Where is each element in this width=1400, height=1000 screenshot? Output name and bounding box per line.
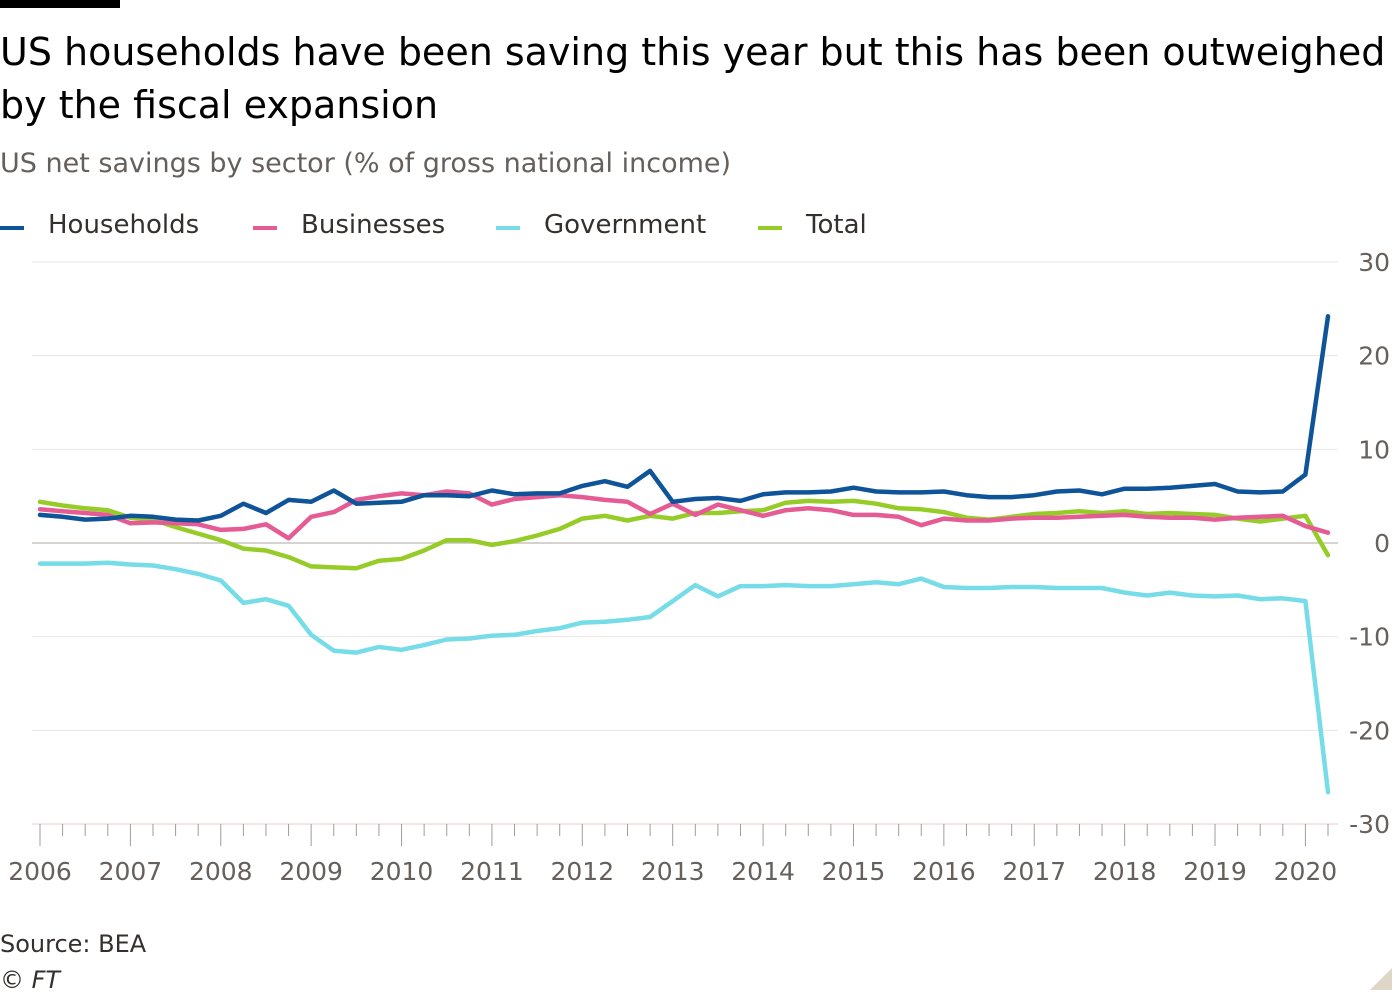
x-tick-label: 2013 xyxy=(641,857,705,886)
x-tick-label: 2008 xyxy=(189,857,253,886)
legend-label: Households xyxy=(48,210,200,240)
source-note: Source: BEA xyxy=(0,930,147,958)
x-tick-label: 2020 xyxy=(1274,857,1338,886)
x-tick-label: 2015 xyxy=(822,857,886,886)
x-tick-label: 2018 xyxy=(1093,857,1157,886)
brand-top-bar xyxy=(0,0,120,8)
x-tick-label: 2011 xyxy=(460,857,524,886)
x-tick-label: 2017 xyxy=(1002,857,1066,886)
series-line-businesses xyxy=(37,489,1331,541)
series-line-total xyxy=(37,498,1331,571)
y-tick-label: -10 xyxy=(1349,623,1390,652)
y-tick-label: 10 xyxy=(1358,435,1390,464)
legend-swatch xyxy=(496,226,520,230)
x-tick-label: 2006 xyxy=(8,857,72,886)
x-tick-label: 2019 xyxy=(1183,857,1247,886)
y-tick-label: 30 xyxy=(1358,248,1390,277)
legend-swatch xyxy=(253,226,277,230)
legend-label: Government xyxy=(544,210,707,240)
legend-label: Businesses xyxy=(301,210,446,240)
x-tick-label: 2007 xyxy=(99,857,163,886)
x-tick-label: 2012 xyxy=(551,857,615,886)
series-line-households xyxy=(37,314,1331,523)
x-tick-label: 2010 xyxy=(370,857,434,886)
chart-title: US households have been saving this year… xyxy=(0,30,1386,127)
legend-swatch xyxy=(758,226,782,230)
legend-swatch xyxy=(0,226,24,230)
chart-subtitle: US net savings by sector (% of gross nat… xyxy=(0,148,732,179)
y-tick-label: -30 xyxy=(1349,810,1390,839)
legend-label: Total xyxy=(806,210,867,240)
y-tick-label: -20 xyxy=(1349,716,1390,745)
x-tick-label: 2009 xyxy=(279,857,343,886)
copyright-note: © FT xyxy=(0,966,61,994)
x-tick-label: 2014 xyxy=(731,857,795,886)
x-tick-label: 2016 xyxy=(912,857,976,886)
series-line-government xyxy=(37,560,1331,795)
corner-mark-icon xyxy=(1370,968,1392,990)
y-tick-label: 0 xyxy=(1374,529,1390,558)
y-tick-label: 20 xyxy=(1358,342,1390,371)
